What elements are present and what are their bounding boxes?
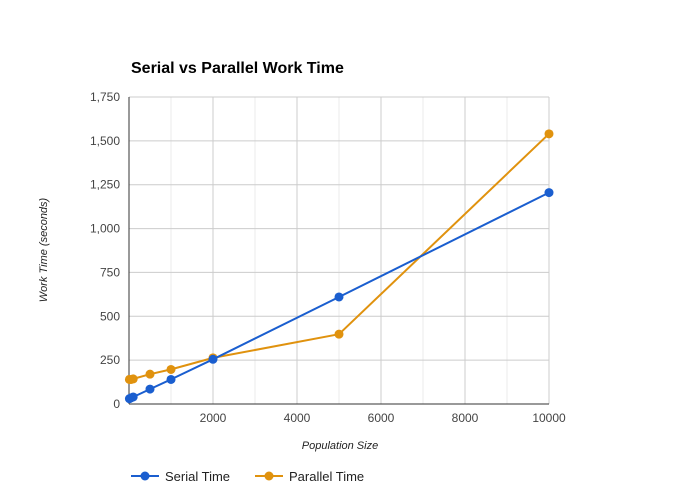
series-0-point [145,384,155,394]
series-0-point [334,292,344,302]
x-tick-label: 2000 [200,411,227,425]
legend-marker [140,471,150,481]
y-axis-title: Work Time (seconds) [38,197,50,302]
legend: Serial Time Parallel Time [131,469,364,484]
x-tick-label: 6000 [368,411,395,425]
series-1-point [166,364,176,374]
series-0-point [166,374,176,384]
series-1-point [334,329,344,339]
gridlines [129,96,550,404]
legend-marker [264,471,274,481]
series-0-point [128,392,138,402]
series-1-point [128,374,138,384]
legend-label: Parallel Time [289,469,364,484]
x-tick-label: 10000 [532,411,566,425]
series-group [124,129,554,404]
y-tick-label: 0 [113,397,120,411]
x-tick-label: 4000 [284,411,311,425]
y-tick-label: 250 [100,353,120,367]
y-tick-label: 1,000 [90,222,120,236]
y-tick-label: 1,500 [90,134,120,148]
series-0-point [544,188,554,198]
series-0-point [208,354,218,364]
series-1-point [145,369,155,379]
y-tick-label: 750 [100,265,120,279]
y-tick-label: 1,750 [90,90,120,104]
chart-title: Serial vs Parallel Work Time [131,60,344,77]
series-1-point [544,129,554,139]
legend-label: Serial Time [165,469,230,484]
x-tick-label: 8000 [452,411,479,425]
y-tick-label: 500 [100,309,120,323]
axes: 0 250 500 750 1,000 1,250 1,500 1,750 2000 4000 60… [90,90,566,425]
y-tick-label: 1,250 [90,178,120,192]
x-axis-title: Population Size [302,440,378,452]
